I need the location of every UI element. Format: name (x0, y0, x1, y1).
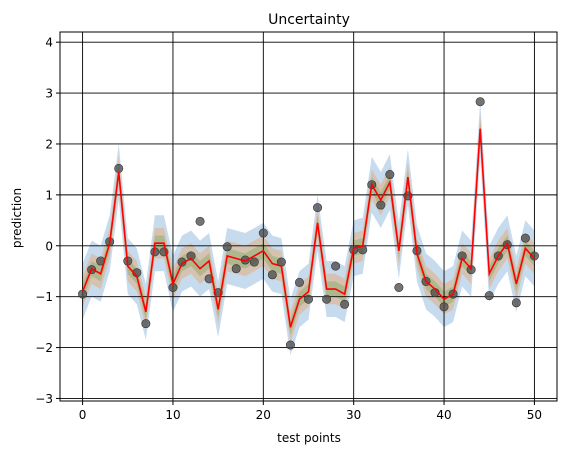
data-point (115, 164, 123, 172)
data-point (331, 262, 339, 270)
chart-title: Uncertainty (268, 12, 350, 28)
y-tick-label: 0 (45, 239, 53, 253)
x-axis-label: test points (277, 431, 341, 445)
data-point (521, 234, 529, 242)
data-point (286, 341, 294, 349)
data-point (259, 229, 267, 237)
data-point (395, 283, 403, 291)
data-point (142, 319, 150, 327)
x-tick-label: 20 (256, 408, 271, 422)
y-tick-label: 1 (45, 188, 53, 202)
data-point (223, 243, 231, 251)
data-point (268, 271, 276, 279)
y-tick-label: −3 (35, 392, 53, 406)
data-point (377, 201, 385, 209)
data-point (512, 299, 520, 307)
data-point (250, 258, 258, 266)
x-tick-label: 40 (436, 408, 451, 422)
uncertainty-bands (83, 101, 535, 355)
data-point (304, 295, 312, 303)
y-axis-ticks: −3 −2 −1 0 1 2 3 4 (35, 36, 60, 406)
y-tick-label: 3 (45, 87, 53, 101)
y-axis-label: prediction (10, 188, 24, 248)
x-axis-ticks: 0 10 20 30 40 50 (79, 401, 542, 422)
data-point (340, 300, 348, 308)
data-point (295, 278, 303, 286)
data-point (440, 303, 448, 311)
band-outer (83, 101, 535, 355)
y-tick-label: −1 (35, 290, 53, 304)
y-tick-label: 4 (45, 36, 53, 50)
data-point (386, 170, 394, 178)
y-tick-label: 2 (45, 137, 53, 151)
plot-frame (60, 32, 557, 401)
x-tick-label: 30 (346, 408, 361, 422)
x-tick-label: 10 (165, 408, 180, 422)
grid-lines (60, 32, 557, 401)
data-point (476, 98, 484, 106)
data-point (196, 217, 204, 225)
data-point (313, 203, 321, 211)
y-tick-label: −2 (35, 341, 53, 355)
x-tick-label: 50 (527, 408, 542, 422)
data-point (322, 295, 330, 303)
data-point (232, 264, 240, 272)
x-tick-label: 0 (79, 408, 87, 422)
data-point (485, 291, 493, 299)
